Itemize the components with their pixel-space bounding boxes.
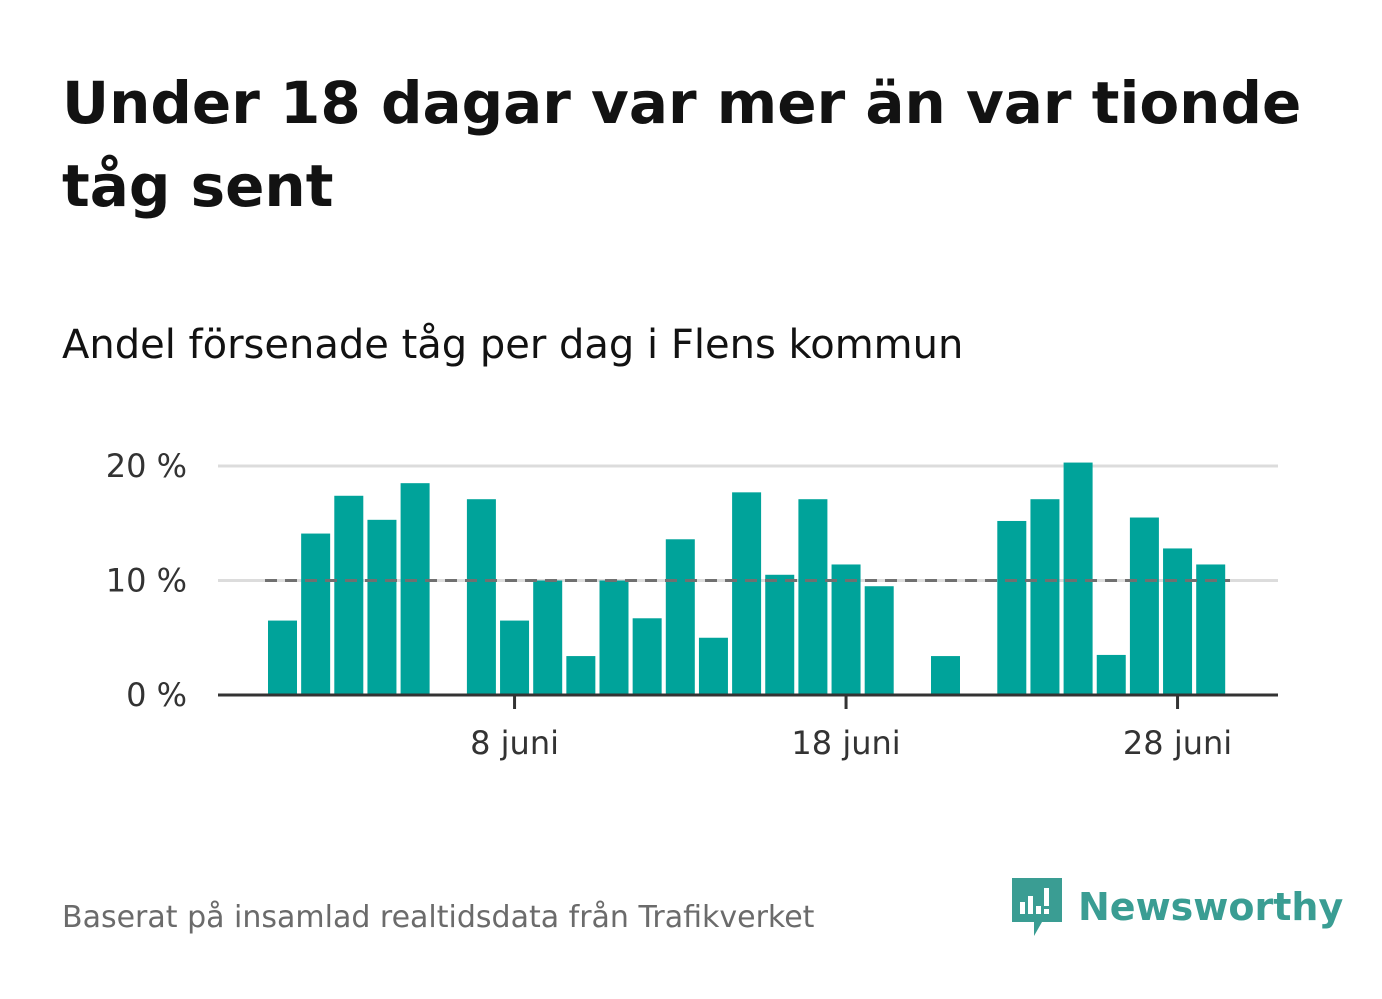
bar-day-27 bbox=[1129, 517, 1159, 695]
y-tick-label: 0 % bbox=[126, 676, 187, 714]
bar-day-3 bbox=[334, 495, 364, 695]
bar-day-9 bbox=[533, 580, 563, 695]
source-note: Baserat på insamlad realtidsdata från Tr… bbox=[62, 900, 815, 935]
bar-day-12 bbox=[632, 618, 662, 695]
bar-day-1 bbox=[268, 620, 297, 695]
newsworthy-logo-icon bbox=[1012, 878, 1062, 936]
bar-day-2 bbox=[301, 533, 331, 695]
brand-logo: Newsworthy bbox=[1012, 878, 1343, 936]
chart-subtitle: Andel försenade tåg per dag i Flens komm… bbox=[62, 322, 964, 368]
bar-day-18 bbox=[831, 564, 861, 695]
bar-day-26 bbox=[1096, 654, 1126, 695]
bar-day-19 bbox=[864, 586, 894, 695]
y-tick-label: 20 % bbox=[106, 447, 187, 485]
bar-day-15 bbox=[732, 492, 762, 695]
x-tick-label: 8 juni bbox=[470, 724, 559, 762]
bar-day-11 bbox=[599, 580, 629, 695]
bar-day-17 bbox=[798, 499, 828, 695]
chart-title: Under 18 dagar var mer än var tionde tåg… bbox=[62, 69, 1302, 220]
bar-day-7 bbox=[466, 499, 496, 695]
bar-day-13 bbox=[665, 539, 695, 695]
bar-day-14 bbox=[698, 637, 728, 695]
bar-day-8 bbox=[500, 620, 530, 695]
x-tick-label: 18 juni bbox=[791, 724, 900, 762]
brand-name: Newsworthy bbox=[1078, 885, 1344, 929]
bar-day-10 bbox=[566, 656, 596, 695]
bar-day-24 bbox=[1030, 499, 1060, 695]
bar-day-4 bbox=[367, 519, 397, 695]
x-tick-label: 28 juni bbox=[1123, 724, 1232, 762]
bar-day-5 bbox=[400, 483, 430, 695]
bar-day-21 bbox=[931, 656, 960, 695]
bar-day-16 bbox=[765, 574, 795, 695]
bar-day-29 bbox=[1196, 564, 1226, 695]
bar-day-23 bbox=[997, 520, 1027, 695]
bar-day-25 bbox=[1063, 462, 1093, 695]
bar-day-28 bbox=[1163, 548, 1193, 695]
y-tick-label: 10 % bbox=[106, 562, 187, 600]
